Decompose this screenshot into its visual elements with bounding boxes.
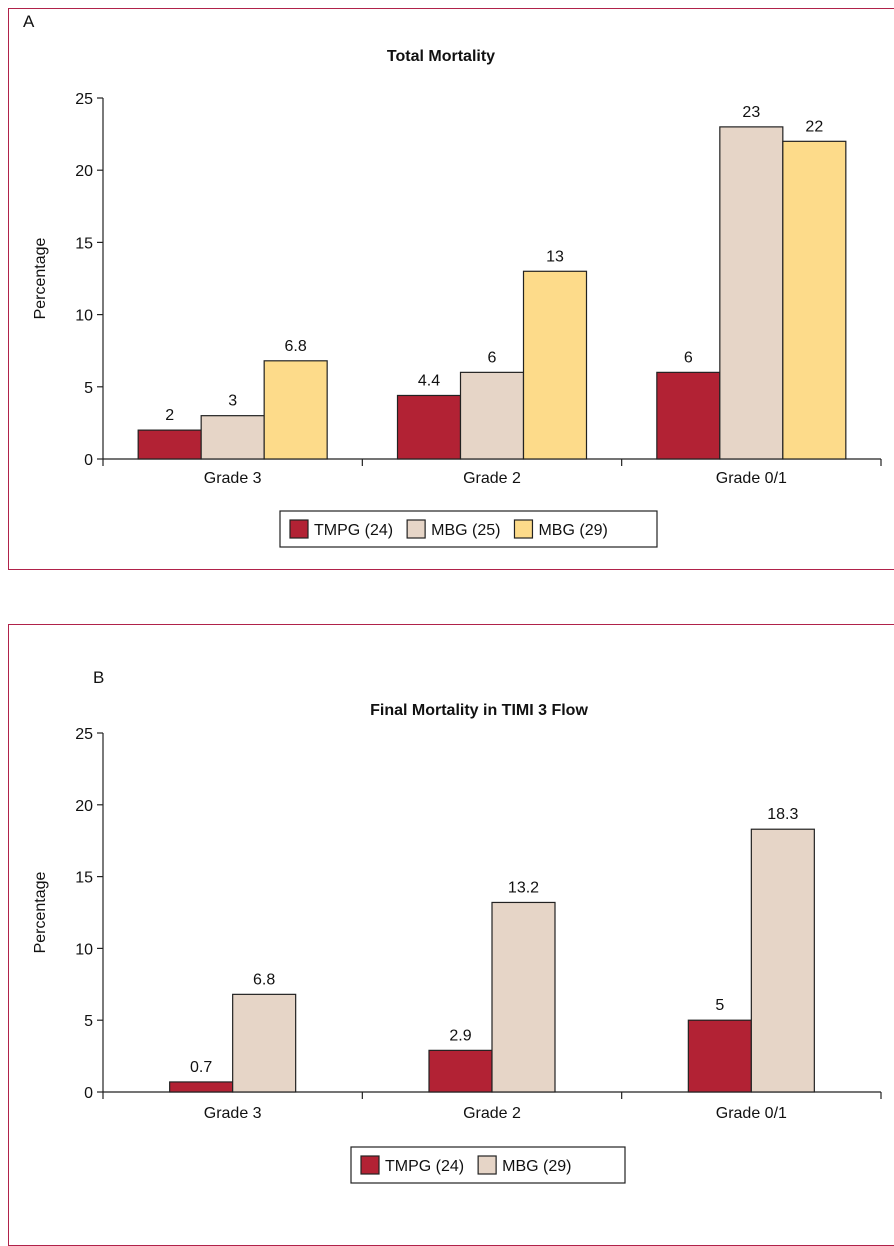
chart-a-legend-label: TMPG (24) <box>314 522 393 539</box>
chart-a-data-label: 4.4 <box>418 372 440 389</box>
chart-a-legend-swatch <box>513 519 534 539</box>
chart-b-svg: B Final Mortality in TIMI 3 Flow Percentag… <box>32 668 882 1184</box>
chart-a-data-label: 13 <box>546 248 564 265</box>
chart-a-y-tick-label: 0 <box>84 452 93 469</box>
chart-a-legend-label: MBG (29) <box>538 522 607 539</box>
chart-a-svg: A Total Mortality Percentage 0 5 10 15 20 25 Grad… <box>23 12 882 548</box>
chart-b-title: Final Mortality in TIMI 3 Flow <box>370 702 588 719</box>
chart-a-title: Total Mortality <box>387 48 495 65</box>
chart-a-bar <box>522 270 588 460</box>
chart-b-data-label: 5 <box>715 997 724 1014</box>
chart-b-y-tick-label: 0 <box>84 1085 93 1102</box>
chart-a-bar <box>782 140 847 460</box>
chart-a-bar <box>719 126 784 460</box>
chart-b-y-tick-label: 10 <box>75 941 93 958</box>
chart-b-category-label: Grade 0/1 <box>716 1105 787 1122</box>
chart-b-y-tick-label: 25 <box>75 726 93 743</box>
chart-a-y-tick-label: 25 <box>75 91 93 108</box>
chart-a-legend-label: MBG (25) <box>431 522 500 539</box>
chart-b-data-label: 2.9 <box>449 1027 471 1044</box>
chart-b-bar <box>687 1019 752 1093</box>
chart-b-data-label: 13.2 <box>508 879 539 896</box>
chart-a-bar <box>656 371 721 460</box>
chart-b-category-label: Grade 3 <box>204 1105 262 1122</box>
chart-panel-a: A Total Mortality Percentage 0 5 10 15 20 25 Grad… <box>8 8 894 570</box>
chart-a-bar <box>263 360 328 460</box>
chart-panel-b: B Final Mortality in TIMI 3 Flow Percentag… <box>8 624 894 1246</box>
chart-a-y-tick-label: 20 <box>75 163 93 180</box>
chart-b-data-label: 6.8 <box>253 971 275 988</box>
chart-b-legend-swatch <box>360 1155 380 1175</box>
chart-a-data-label: 23 <box>742 104 760 121</box>
chart-a-panel-label: A <box>23 12 35 31</box>
chart-b-y-tick-label: 15 <box>75 870 93 887</box>
chart-a-bar <box>200 415 265 460</box>
chart-a-data-label: 22 <box>805 118 823 135</box>
chart-b-data-label: 0.7 <box>190 1059 212 1076</box>
chart-a-bar <box>396 394 462 460</box>
chart-a-category-label: Grade 3 <box>204 470 262 487</box>
chart-b-bar <box>428 1049 493 1093</box>
chart-a-y-tick-label: 15 <box>75 235 93 252</box>
chart-b-y-tick-label: 20 <box>75 798 93 815</box>
chart-a-legend-box <box>279 510 658 548</box>
chart-a-data-label: 3 <box>228 393 237 410</box>
chart-b-y-axis-label: Percentage <box>32 871 49 953</box>
chart-a-data-label: 6 <box>684 349 693 366</box>
chart-b-panel-label: B <box>93 668 104 687</box>
chart-a-data-label: 6.8 <box>285 338 307 355</box>
chart-b-bar <box>750 828 815 1093</box>
chart-a-y-axis-label: Percentage <box>32 237 49 319</box>
chart-b-data-label: 18.3 <box>767 806 798 823</box>
chart-b-legend-label: MBG (29) <box>502 1158 571 1175</box>
chart-a-legend-swatch <box>406 519 426 539</box>
chart-b-legend-swatch <box>477 1155 497 1175</box>
chart-a-legend-swatch <box>289 519 309 539</box>
chart-b-y-tick-label: 5 <box>84 1013 93 1030</box>
chart-a-data-label: 2 <box>165 407 174 424</box>
chart-b-bar <box>491 901 556 1093</box>
chart-a-category-label: Grade 0/1 <box>716 470 787 487</box>
chart-a-bar <box>459 371 525 460</box>
chart-a-bar <box>137 429 202 460</box>
chart-b-bar <box>232 993 297 1093</box>
chart-a-y-tick-label: 10 <box>75 308 93 325</box>
chart-a-y-tick-label: 5 <box>84 380 93 397</box>
chart-b-legend-label: TMPG (24) <box>385 1158 464 1175</box>
chart-b-bar <box>169 1081 234 1093</box>
chart-a-data-label: 6 <box>488 349 497 366</box>
chart-a-category-label: Grade 2 <box>463 470 521 487</box>
chart-b-category-label: Grade 2 <box>463 1105 521 1122</box>
